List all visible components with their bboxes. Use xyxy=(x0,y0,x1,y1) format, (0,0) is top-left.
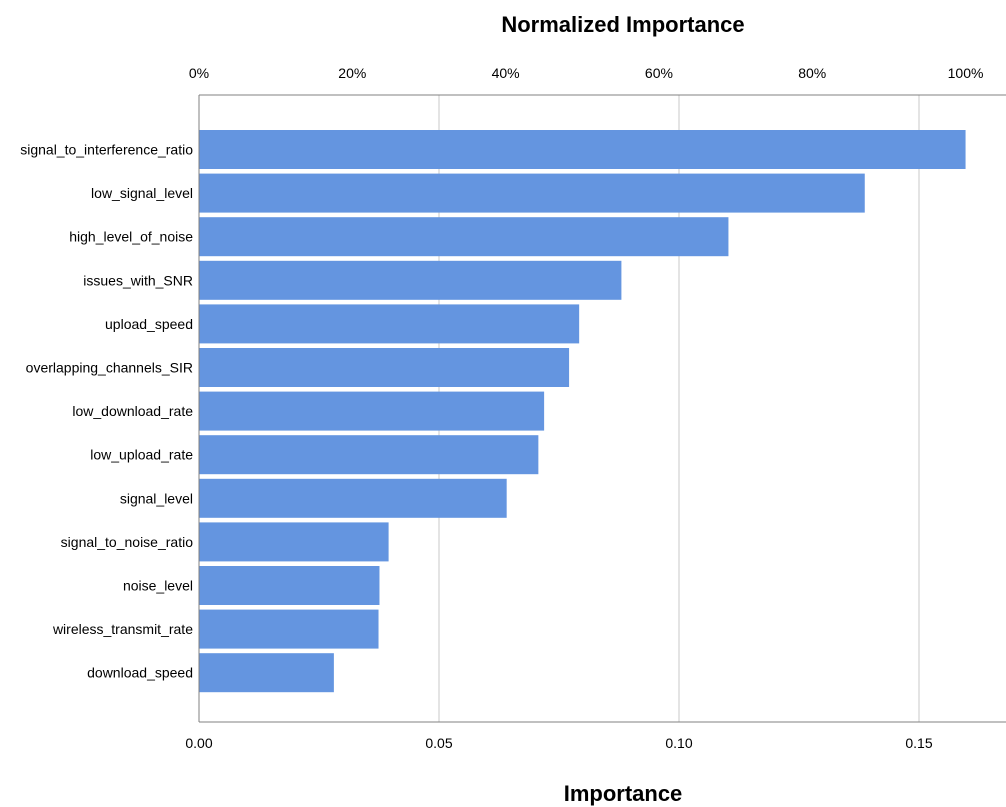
chart-title: Normalized Importance xyxy=(501,12,744,37)
category-label: high_level_of_noise xyxy=(69,229,193,245)
category-label: noise_level xyxy=(123,578,193,594)
x-tick-label: 0.15 xyxy=(905,735,932,751)
top-tick-label: 100% xyxy=(948,65,984,81)
bar-issues_with_SNR xyxy=(199,260,622,300)
x-tick-label: 0.05 xyxy=(425,735,452,751)
category-label: upload_speed xyxy=(105,316,193,332)
category-labels: signal_to_interference_ratio low_signal_l… xyxy=(20,142,193,681)
bottom-tick-labels: 0.00 0.05 0.10 0.15 xyxy=(185,735,932,751)
top-tick-label: 0% xyxy=(189,65,209,81)
bar-high_level_of_noise xyxy=(199,217,729,257)
top-tick-label: 20% xyxy=(338,65,366,81)
category-label: signal_to_noise_ratio xyxy=(61,534,194,550)
bar-low_upload_rate xyxy=(199,435,539,475)
category-label: signal_level xyxy=(120,490,193,506)
bar-noise_level xyxy=(199,566,380,605)
bar-overlapping_channels_SIR xyxy=(199,348,570,387)
x-axis-label: Importance xyxy=(564,781,683,806)
category-label: low_download_rate xyxy=(72,403,193,419)
category-label: signal_to_interference_ratio xyxy=(20,142,193,158)
bar-signal_to_noise_ratio xyxy=(199,522,389,562)
top-tick-label: 40% xyxy=(492,65,520,81)
top-tick-labels: 0% 20% 40% 60% 80% 100% xyxy=(189,65,984,81)
bar-wireless_transmit_rate xyxy=(199,609,379,649)
category-label: low_signal_level xyxy=(91,185,193,201)
category-label: overlapping_channels_SIR xyxy=(26,360,193,376)
category-label: download_speed xyxy=(87,665,193,681)
category-label: wireless_transmit_rate xyxy=(52,621,193,637)
top-tick-label: 80% xyxy=(798,65,826,81)
bar-download_speed xyxy=(199,653,334,693)
bar-signal_to_interference_ratio xyxy=(199,130,966,169)
x-tick-label: 0.10 xyxy=(665,735,692,751)
top-tick-label: 60% xyxy=(645,65,673,81)
bar-low_signal_level xyxy=(199,173,865,213)
category-label: low_upload_rate xyxy=(90,447,193,463)
axes xyxy=(198,94,1006,723)
bars xyxy=(199,130,966,693)
bar-upload_speed xyxy=(199,304,580,344)
bar-signal_level xyxy=(199,478,507,518)
bar-low_download_rate xyxy=(199,391,545,431)
category-label: issues_with_SNR xyxy=(83,272,193,288)
x-tick-label: 0.00 xyxy=(185,735,212,751)
